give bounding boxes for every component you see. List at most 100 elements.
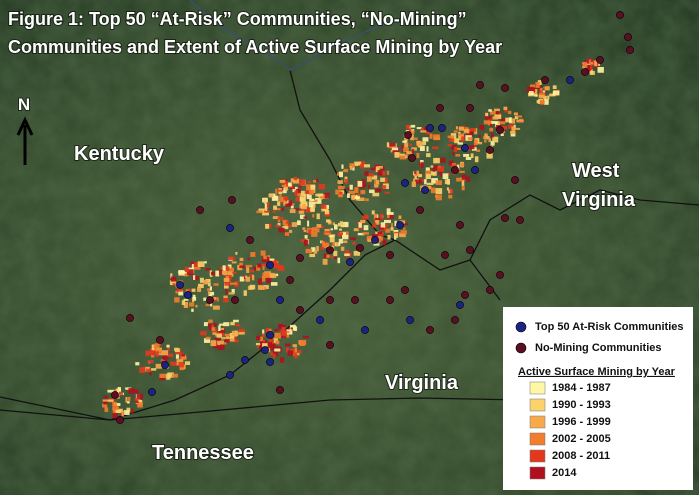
mining-patch [417,141,423,147]
community-marker [226,224,234,232]
mining-patch [217,343,220,346]
mining-patch [262,212,269,216]
mining-patch [174,297,180,303]
mining-patch [271,195,279,201]
mining-patch [279,357,285,363]
mining-patch [549,93,556,97]
mining-patch [341,164,344,169]
mining-patch [251,274,255,281]
mining-patch [417,174,423,178]
mining-patch [491,132,494,138]
mining-patch [176,286,183,292]
mining-patch [300,193,307,197]
community-marker [351,296,359,304]
mining-patch [364,171,369,176]
mining-patch [490,123,493,127]
mining-patch [213,342,221,349]
mining-patch [249,284,256,290]
mining-patch [543,95,547,100]
mining-patch [369,189,375,194]
mining-patch [402,140,407,143]
mining-patch [458,126,464,131]
mining-patch [103,399,108,405]
mining-patch [379,170,386,176]
mining-patch [325,231,332,234]
mining-patch [590,69,593,75]
mining-patch [374,189,378,192]
mining-patch [183,298,189,301]
mining-patch [181,354,186,357]
mining-patch [455,126,458,130]
community-marker [441,251,449,259]
community-marker [326,296,334,304]
mining-patch [193,262,200,268]
mining-patch [230,321,235,326]
mining-patch [321,240,325,244]
community-marker [386,251,394,259]
community-marker [266,331,274,339]
mining-patch [425,167,430,171]
mining-patch [358,161,366,167]
mining-patch [218,343,225,350]
mining-patch [312,199,318,202]
mining-patch [324,192,330,199]
mining-patch [273,205,277,210]
mining-patch [337,222,345,227]
community-marker [228,196,236,204]
mining-patch [433,157,440,164]
mining-patch [387,234,391,240]
mining-patch [209,270,212,275]
legend-marker [515,342,527,354]
mining-patch [399,233,406,238]
mining-patch [280,190,287,194]
community-marker [406,316,414,324]
mining-patch [377,231,382,235]
state-label: Tennessee [152,442,254,464]
mining-patch [266,202,270,208]
mining-patch [373,241,380,246]
mining-patch [404,142,409,148]
mining-patch [349,184,353,190]
mining-patch [277,222,281,226]
mining-patch [455,154,461,157]
mining-patch [203,297,210,301]
mining-patch [245,276,251,282]
mining-patch [189,302,195,307]
mining-patch [192,297,197,301]
mining-patch [368,184,371,189]
mining-patch [299,184,302,188]
mining-patch [250,269,255,273]
mining-patch [540,100,545,105]
community-marker [501,84,509,92]
mining-patch [273,353,276,358]
mining-patch [309,253,316,258]
mining-patch [280,207,285,211]
mining-patch [500,125,508,130]
community-marker [356,244,364,252]
mining-patch [390,223,394,228]
mining-patch [404,154,408,159]
mining-patch [264,203,268,209]
mining-patch [376,166,383,169]
mining-patch [167,372,174,378]
mining-patch [366,235,372,240]
mining-patch [384,191,390,194]
mining-patch [312,213,315,218]
mining-patch [117,386,121,392]
legend-title: Active Surface Mining by Year [518,366,676,378]
mining-patch [291,203,295,206]
mining-patch [449,138,454,142]
mining-patch [492,116,499,120]
mining-patch [219,323,224,326]
community-marker [596,56,604,64]
mining-patch [158,342,162,346]
mining-patch [208,319,213,323]
mining-patch [207,288,210,292]
mining-patch [178,290,184,296]
mining-patch [107,399,114,402]
mining-patch [376,236,383,241]
mining-patch [461,174,467,180]
mining-patch [399,155,407,160]
mining-patch [365,214,368,220]
mining-patch [307,181,312,184]
